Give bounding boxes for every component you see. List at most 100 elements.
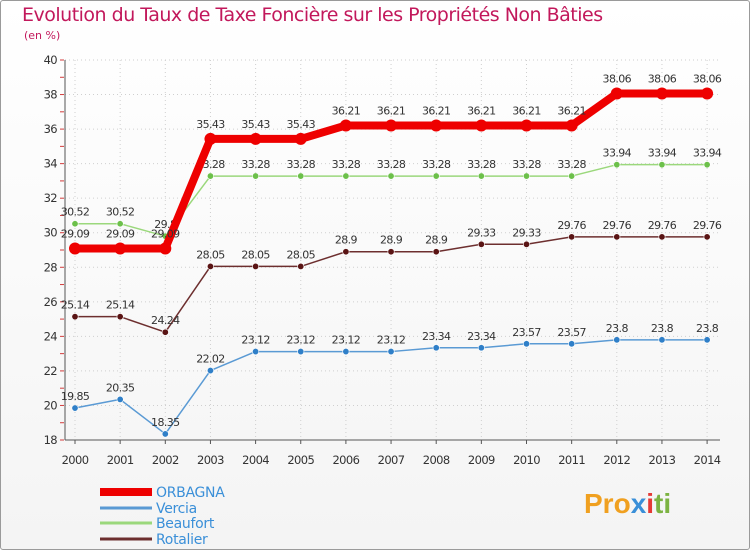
data-point-beaufort bbox=[703, 161, 711, 169]
legend-swatch-beaufort bbox=[100, 521, 152, 525]
data-label-beaufort: 33.28 bbox=[377, 158, 406, 171]
data-point-rotalier bbox=[297, 262, 305, 270]
data-label-orbagna: 36.21 bbox=[512, 104, 541, 117]
data-label-beaufort: 33.94 bbox=[648, 147, 677, 160]
data-point-orbagna bbox=[565, 119, 578, 132]
data-point-orbagna bbox=[69, 242, 81, 255]
data-point-beaufort bbox=[568, 172, 576, 180]
data-label-rotalier: 28.05 bbox=[287, 248, 316, 261]
data-label-orbagna: 29.09 bbox=[106, 227, 135, 240]
data-point-vercia bbox=[658, 336, 666, 344]
data-label-orbagna: 38.06 bbox=[603, 73, 632, 86]
data-label-vercia: 23.12 bbox=[377, 334, 406, 347]
data-label-orbagna: 38.06 bbox=[693, 73, 722, 86]
data-label-rotalier: 25.14 bbox=[61, 299, 90, 312]
x-tick-label: 2009 bbox=[468, 453, 495, 467]
data-label-rotalier: 29.76 bbox=[603, 219, 632, 232]
x-tick-label: 2006 bbox=[332, 453, 359, 467]
logo-part-1: Pro bbox=[584, 488, 631, 519]
x-tick-label: 2011 bbox=[558, 453, 585, 467]
data-label-rotalier: 24.24 bbox=[151, 314, 180, 327]
data-label-vercia: 23.8 bbox=[696, 322, 719, 335]
data-point-beaufort bbox=[658, 161, 666, 169]
data-label-orbagna: 35.43 bbox=[287, 118, 316, 131]
legend-label-vercia: Vercia bbox=[156, 501, 197, 517]
y-tick-label: 36 bbox=[44, 122, 58, 136]
data-label-vercia: 19.85 bbox=[61, 390, 90, 403]
data-point-orbagna bbox=[204, 132, 217, 145]
data-point-rotalier bbox=[161, 328, 169, 336]
x-tick-label: 2001 bbox=[107, 453, 134, 467]
data-point-beaufort bbox=[387, 172, 395, 180]
y-tick-label: 40 bbox=[44, 53, 58, 67]
data-point-orbagna bbox=[430, 119, 443, 132]
legend-swatch-rotalier bbox=[100, 537, 152, 541]
data-point-vercia bbox=[522, 340, 530, 348]
data-point-orbagna bbox=[610, 87, 623, 100]
y-tick-label: 28 bbox=[44, 260, 58, 274]
data-point-orbagna bbox=[114, 242, 127, 255]
data-label-vercia: 23.57 bbox=[557, 326, 586, 339]
data-label-vercia: 23.8 bbox=[606, 322, 629, 335]
data-label-orbagna: 38.06 bbox=[648, 73, 677, 86]
x-tick-label: 2002 bbox=[152, 453, 179, 467]
data-point-beaufort bbox=[477, 172, 485, 180]
data-point-beaufort bbox=[297, 172, 305, 180]
data-label-orbagna: 36.21 bbox=[467, 104, 496, 117]
data-point-orbagna bbox=[385, 119, 398, 132]
data-label-vercia: 18.35 bbox=[151, 416, 180, 429]
data-point-orbagna bbox=[294, 132, 307, 145]
data-point-orbagna bbox=[701, 87, 714, 100]
data-label-orbagna: 36.21 bbox=[422, 104, 451, 117]
data-point-rotalier bbox=[71, 313, 79, 321]
x-tick-label: 2004 bbox=[242, 453, 269, 467]
data-point-vercia bbox=[613, 336, 621, 344]
data-point-rotalier bbox=[568, 233, 576, 241]
y-tick-label: 20 bbox=[44, 398, 58, 412]
data-point-rotalier bbox=[116, 313, 124, 321]
data-point-beaufort bbox=[116, 220, 124, 228]
data-label-rotalier: 25.14 bbox=[106, 299, 135, 312]
data-label-vercia: 23.57 bbox=[512, 326, 541, 339]
x-tick-label: 2012 bbox=[603, 453, 630, 467]
data-point-orbagna bbox=[475, 119, 488, 132]
data-point-vercia bbox=[477, 344, 485, 352]
data-label-rotalier: 29.76 bbox=[648, 219, 677, 232]
x-tick-label: 2000 bbox=[62, 453, 89, 467]
legend-label-beaufort: Beaufort bbox=[156, 516, 215, 532]
data-label-beaufort: 33.94 bbox=[603, 147, 632, 160]
data-point-rotalier bbox=[522, 240, 530, 248]
data-point-beaufort bbox=[522, 172, 530, 180]
data-label-rotalier: 28.9 bbox=[380, 234, 403, 247]
data-point-rotalier bbox=[477, 240, 485, 248]
data-point-rotalier bbox=[658, 233, 666, 241]
data-label-vercia: 23.12 bbox=[287, 334, 316, 347]
data-label-beaufort: 33.28 bbox=[241, 158, 270, 171]
data-label-orbagna: 29.09 bbox=[151, 227, 180, 240]
logo-part-2: x bbox=[630, 488, 647, 519]
data-point-beaufort bbox=[252, 172, 260, 180]
logo-part-4: ti bbox=[654, 488, 672, 519]
data-label-orbagna: 35.43 bbox=[196, 118, 225, 131]
data-point-orbagna bbox=[520, 119, 533, 132]
data-label-orbagna: 29.09 bbox=[61, 227, 90, 240]
data-label-beaufort: 30.52 bbox=[106, 206, 135, 219]
y-tick-label: 32 bbox=[44, 191, 58, 205]
data-point-rotalier bbox=[252, 262, 260, 270]
data-point-vercia bbox=[297, 348, 305, 356]
y-tick-label: 26 bbox=[44, 295, 58, 309]
data-point-beaufort bbox=[206, 172, 214, 180]
data-label-orbagna: 36.21 bbox=[332, 104, 361, 117]
data-point-rotalier bbox=[432, 248, 440, 256]
data-label-beaufort: 33.28 bbox=[557, 158, 586, 171]
x-tick-label: 2013 bbox=[649, 453, 676, 467]
y-tick-label: 18 bbox=[44, 433, 58, 447]
data-label-beaufort: 33.28 bbox=[287, 158, 316, 171]
data-label-orbagna: 36.21 bbox=[557, 104, 586, 117]
data-point-vercia bbox=[161, 430, 169, 438]
data-label-beaufort: 33.28 bbox=[332, 158, 361, 171]
y-tick-label: 22 bbox=[44, 364, 58, 378]
data-point-beaufort bbox=[432, 172, 440, 180]
y-tick-label: 30 bbox=[44, 226, 58, 240]
x-tick-label: 2008 bbox=[423, 453, 450, 467]
